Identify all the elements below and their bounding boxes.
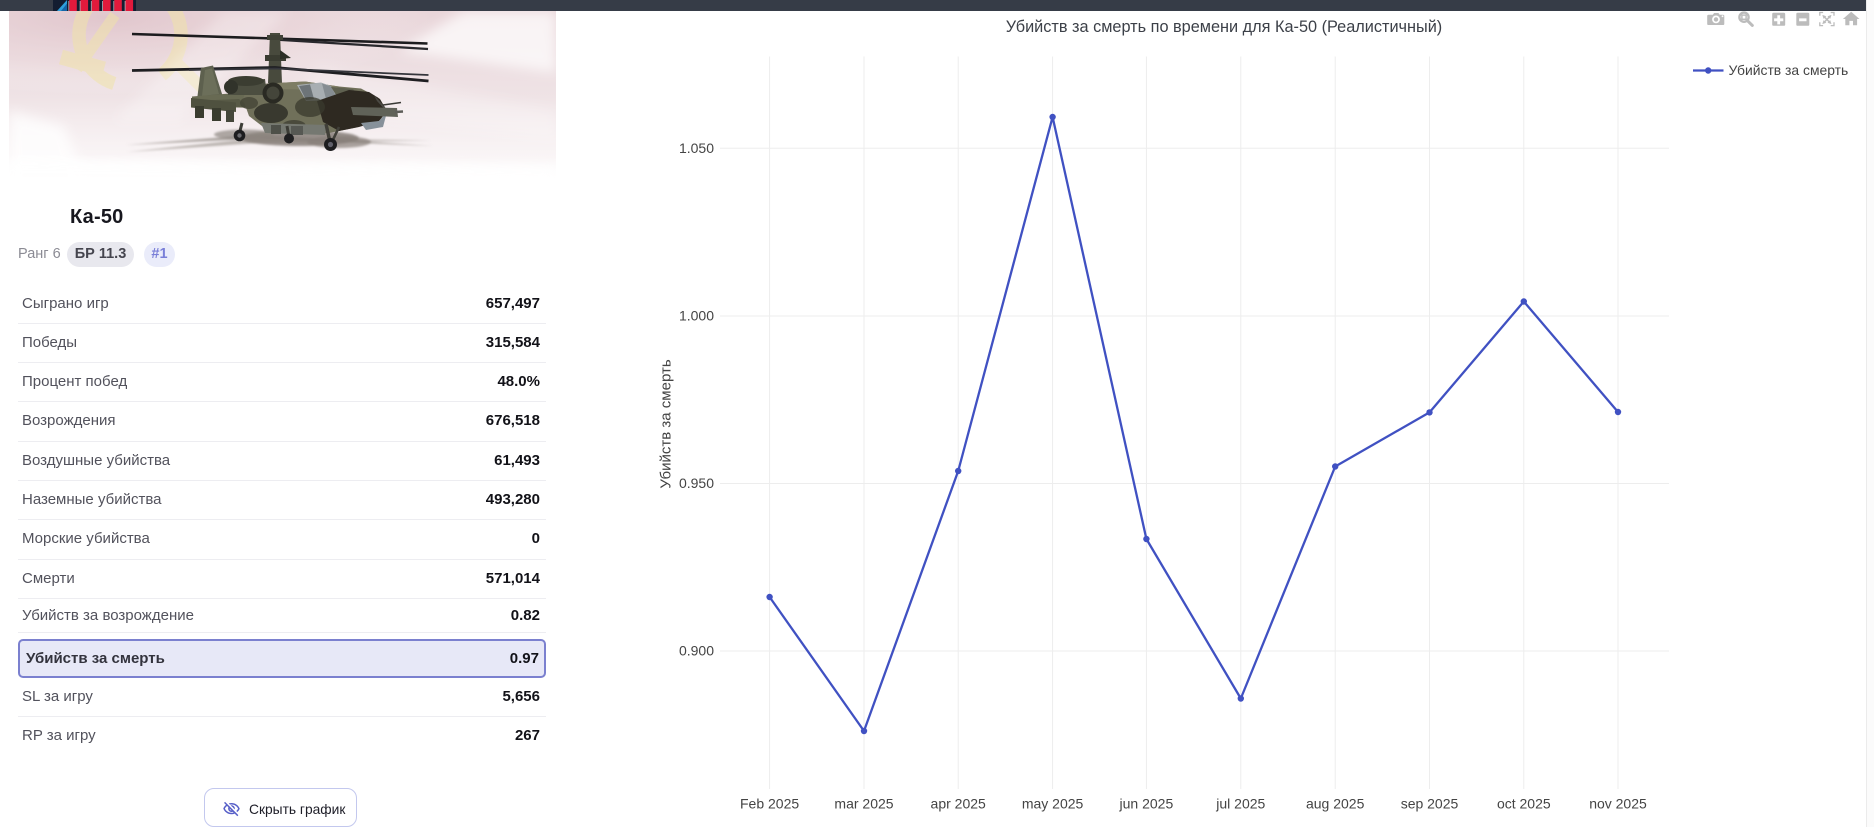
svg-text:aug 2025: aug 2025 xyxy=(1306,796,1365,812)
svg-text:jul 2025: jul 2025 xyxy=(1215,796,1265,812)
svg-text:apr 2025: apr 2025 xyxy=(931,796,986,812)
svg-text:nov 2025: nov 2025 xyxy=(1589,796,1647,812)
svg-text:jun 2025: jun 2025 xyxy=(1119,796,1174,812)
svg-text:Убийств за смерть: Убийств за смерть xyxy=(658,359,675,488)
svg-text:0.950: 0.950 xyxy=(679,475,714,491)
svg-text:may 2025: may 2025 xyxy=(1022,796,1084,812)
svg-text:oct 2025: oct 2025 xyxy=(1497,796,1551,812)
svg-text:Feb 2025: Feb 2025 xyxy=(740,796,799,812)
svg-text:sep 2025: sep 2025 xyxy=(1401,796,1459,812)
svg-text:0.900: 0.900 xyxy=(679,642,714,658)
svg-text:1.000: 1.000 xyxy=(679,307,714,323)
svg-text:Убийств за смерть: Убийств за смерть xyxy=(1729,62,1849,78)
svg-text:Убийств за смерть по времени д: Убийств за смерть по времени для Ка-50 (… xyxy=(1006,18,1442,36)
svg-text:1.050: 1.050 xyxy=(679,140,714,156)
svg-text:mar 2025: mar 2025 xyxy=(834,796,893,812)
